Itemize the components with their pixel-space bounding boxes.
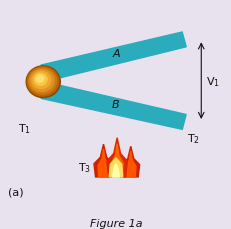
Polygon shape xyxy=(125,151,135,177)
Polygon shape xyxy=(112,164,119,177)
Polygon shape xyxy=(109,158,122,177)
Text: Figure 1a: Figure 1a xyxy=(89,218,142,228)
Polygon shape xyxy=(106,138,127,177)
Circle shape xyxy=(30,70,54,92)
Text: B: B xyxy=(112,99,119,109)
Text: T$_1$: T$_1$ xyxy=(18,122,31,136)
Text: A: A xyxy=(112,49,119,59)
Polygon shape xyxy=(121,147,139,177)
Circle shape xyxy=(32,72,51,89)
Circle shape xyxy=(28,69,56,95)
Polygon shape xyxy=(94,144,112,177)
Text: V$_1$: V$_1$ xyxy=(205,74,219,88)
Circle shape xyxy=(34,74,47,86)
Circle shape xyxy=(26,67,60,98)
Circle shape xyxy=(36,76,44,83)
Polygon shape xyxy=(41,83,185,130)
Polygon shape xyxy=(97,149,109,177)
Polygon shape xyxy=(41,33,185,82)
Polygon shape xyxy=(111,144,123,177)
Circle shape xyxy=(27,68,58,97)
Text: T$_2$: T$_2$ xyxy=(186,131,199,145)
Text: (a): (a) xyxy=(8,187,24,197)
Text: T$_3$: T$_3$ xyxy=(77,161,90,174)
